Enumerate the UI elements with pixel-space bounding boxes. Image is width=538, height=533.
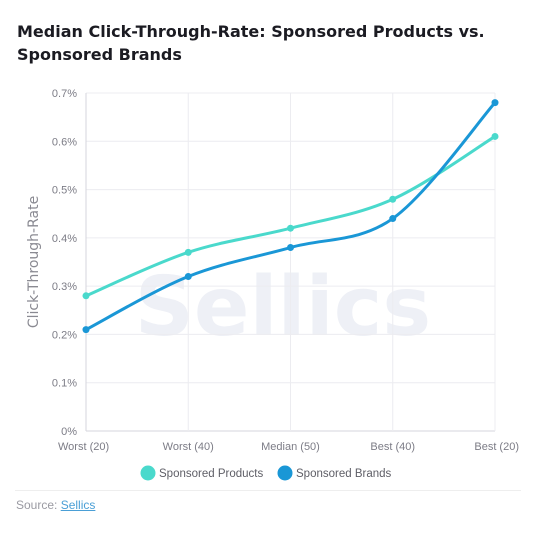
data-point [389,195,397,203]
grid [85,92,496,432]
chart: Sellics 0% 0.1% 0.2% 0.3% 0.4% 0.5% 0.6% 0.7% Wo… [26,88,519,481]
legend-label: Sponsored Brands [296,468,392,480]
y-tick-label: 0.7% [52,88,77,100]
source-prefix: Source: [16,498,61,512]
data-point [491,132,499,140]
data-point [184,248,192,256]
y-axis-label: Click-Through-Rate [26,196,42,328]
y-tick-label: 0% [61,426,77,438]
data-point [287,244,294,252]
legend-marker [140,465,156,481]
legend-marker [277,465,293,481]
data-point [82,326,90,334]
footer-divider [15,490,521,491]
y-tick-label: 0.5% [52,185,77,197]
y-tick-label: 0.6% [52,136,77,148]
data-point [287,224,294,232]
data-point [491,99,499,107]
x-tick-label: Best (20) [474,441,519,453]
y-tick-label: 0.4% [52,233,77,245]
x-tick-label: Worst (20) [58,441,109,453]
tick-labels: 0% 0.1% 0.2% 0.3% 0.4% 0.5% 0.6% 0.7% Worst (20)… [52,88,519,453]
y-tick-label: 0.3% [52,281,77,293]
legend: Sponsored Products Sponsored Brands [140,465,392,481]
source-link[interactable]: Sellics [60,498,96,512]
y-tick-label: 0.1% [52,378,77,390]
chart-title: Median Click-Through-Rate: Sponsored Pro… [17,22,485,64]
data-point [82,292,90,300]
source-note: Source: Sellics [16,498,95,512]
series-layer [82,99,499,334]
data-point [389,215,397,223]
y-tick-label: 0.2% [52,329,77,341]
watermark: Sellics [135,260,431,355]
data-point [184,272,192,280]
x-tick-label: Best (40) [370,441,415,453]
x-tick-label: Worst (40) [163,441,214,453]
legend-label: Sponsored Products [159,468,263,480]
x-tick-label: Median (50) [261,441,320,453]
